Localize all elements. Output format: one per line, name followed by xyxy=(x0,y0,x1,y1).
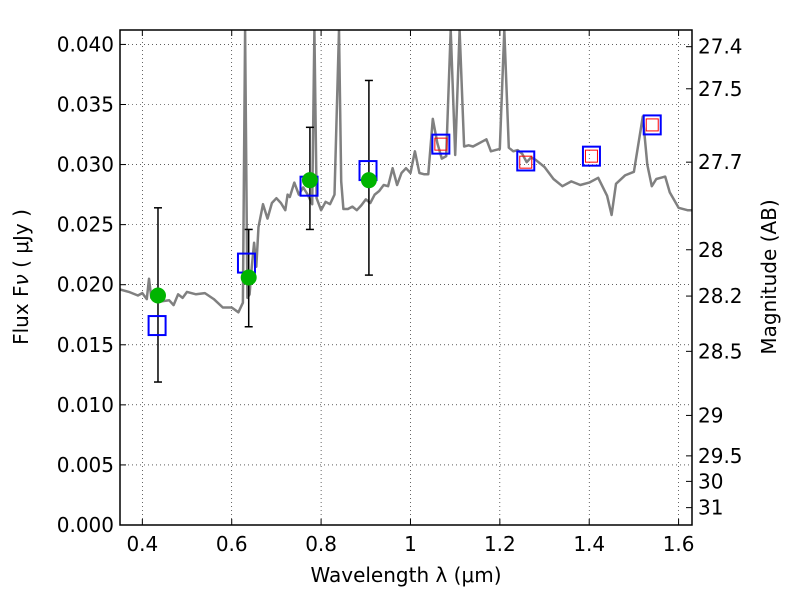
photometry-square xyxy=(431,133,451,155)
measurement-point xyxy=(301,172,318,189)
x-tick-label: 1.6 xyxy=(663,532,695,556)
y-tick-label: 0.035 xyxy=(57,92,114,116)
x-tick-label: 1.4 xyxy=(573,532,605,556)
y2-tick-label: 27.4 xyxy=(698,35,743,59)
tick-layer: 0.4 0.6 0.8 1 1.2 1.4 1.6 0.000 0.005 0.010 0.015 0… xyxy=(57,30,743,556)
photometry-square xyxy=(581,145,601,167)
y2-axis-title: Magnitude (AB) xyxy=(757,199,781,354)
measurement-point xyxy=(240,269,257,286)
y-tick-label: 0.030 xyxy=(57,153,114,177)
model-square xyxy=(645,118,659,132)
y2-tick-label: 27.5 xyxy=(698,77,743,101)
x-axis-title: Wavelength λ (μm) xyxy=(310,563,501,587)
x-tick-label: 0.4 xyxy=(126,532,158,556)
y-tick-label: 0.005 xyxy=(57,453,114,477)
photometry-square xyxy=(642,114,662,136)
y2-tick-label: 28.2 xyxy=(698,284,743,308)
y2-tick-label: 30 xyxy=(698,469,723,493)
plot-background xyxy=(120,30,692,525)
y-tick-label: 0.020 xyxy=(57,273,114,297)
y-tick-label: 0.025 xyxy=(57,213,114,237)
data-group xyxy=(120,30,692,383)
y-tick-label: 0.015 xyxy=(57,333,114,357)
model-square xyxy=(519,155,533,169)
y2-tick-label: 31 xyxy=(698,496,723,520)
y-tick-label: 0.040 xyxy=(57,32,114,56)
y-tick-label: 0.000 xyxy=(57,513,114,537)
y2-tick-label: 28 xyxy=(698,238,723,262)
x-tick-label: 1.2 xyxy=(484,532,516,556)
measurement-point xyxy=(149,287,166,304)
x-tick-label: 0.8 xyxy=(305,532,337,556)
spectrum-line xyxy=(120,30,692,314)
data-layer xyxy=(120,30,692,383)
x-tick-label: 1 xyxy=(404,532,417,556)
photometry-square xyxy=(147,315,167,337)
model-square xyxy=(584,149,598,163)
model-square xyxy=(434,137,448,151)
photometry-square xyxy=(516,150,536,172)
x-tick-label: 0.6 xyxy=(216,532,248,556)
y-axis-title: Flux Fν ( μJy ) xyxy=(9,209,33,345)
plot-frame xyxy=(119,29,693,526)
y2-tick-label: 28.5 xyxy=(698,339,743,363)
measurement-point xyxy=(360,172,377,189)
y2-tick-label: 27.7 xyxy=(698,150,743,174)
y-tick-label: 0.010 xyxy=(57,393,114,417)
y2-tick-label: 29 xyxy=(698,403,723,427)
y2-tick-label: 29.5 xyxy=(698,444,743,468)
